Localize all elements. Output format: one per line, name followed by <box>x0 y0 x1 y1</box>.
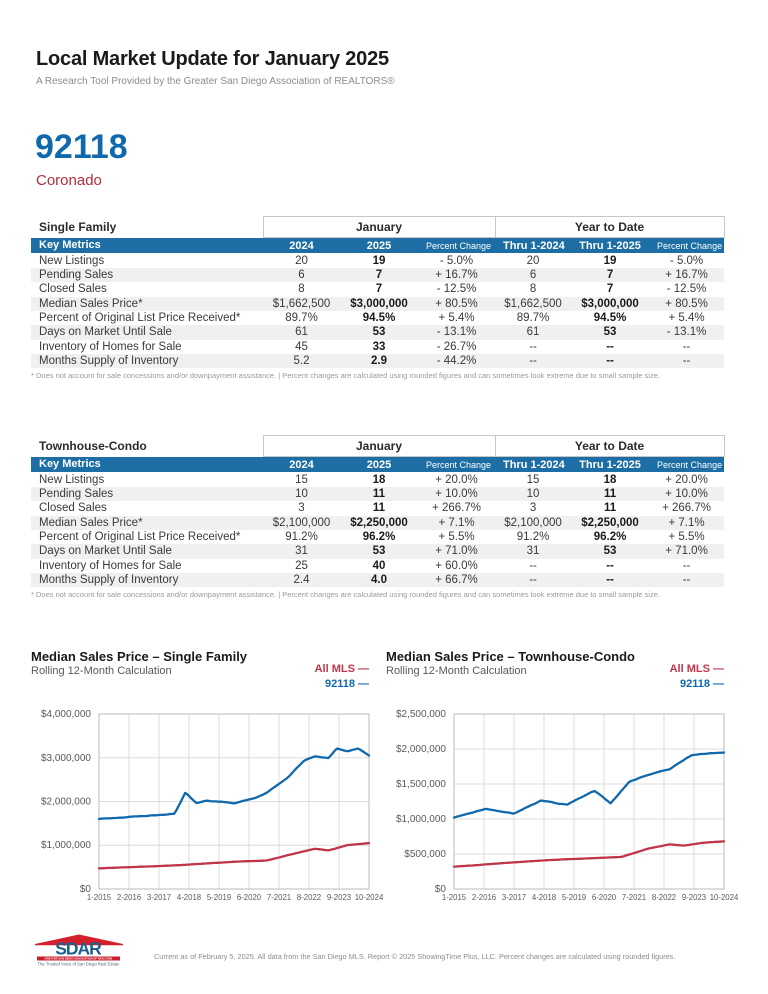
svg-text:2-2016: 2-2016 <box>472 893 496 902</box>
svg-text:5-2019: 5-2019 <box>207 893 231 902</box>
svg-text:1-2015: 1-2015 <box>442 893 467 902</box>
svg-text:6-2020: 6-2020 <box>592 893 617 902</box>
svg-text:$3,000,000: $3,000,000 <box>41 753 91 764</box>
svg-text:4-2018: 4-2018 <box>177 893 201 902</box>
svg-text:7-2021: 7-2021 <box>622 893 646 902</box>
svg-text:$500,000: $500,000 <box>404 849 446 860</box>
svg-text:GREATER SAN DIEGO ASSOCIATION: GREATER SAN DIEGO ASSOCIATION OF REALTOR… <box>45 957 113 961</box>
svg-text:$4,000,000: $4,000,000 <box>41 709 91 720</box>
svg-text:7-2021: 7-2021 <box>267 893 291 902</box>
svg-text:$1,500,000: $1,500,000 <box>396 779 446 790</box>
svg-text:8-2022: 8-2022 <box>297 893 321 902</box>
svg-text:10-2024: 10-2024 <box>710 893 739 902</box>
svg-text:10-2024: 10-2024 <box>355 893 384 902</box>
svg-text:5-2019: 5-2019 <box>562 893 586 902</box>
svg-text:1-2015: 1-2015 <box>87 893 112 902</box>
svg-text:9-2023: 9-2023 <box>682 893 706 902</box>
svg-text:SDAR: SDAR <box>55 939 102 959</box>
svg-text:$1,000,000: $1,000,000 <box>396 814 446 825</box>
svg-text:6-2020: 6-2020 <box>237 893 262 902</box>
svg-text:$2,000,000: $2,000,000 <box>396 744 446 755</box>
svg-text:$2,000,000: $2,000,000 <box>41 797 91 808</box>
svg-text:The Trusted Voice of San Diego: The Trusted Voice of San Diego Real Esta… <box>38 961 121 966</box>
svg-text:8-2022: 8-2022 <box>652 893 676 902</box>
svg-text:3-2017: 3-2017 <box>147 893 171 902</box>
svg-text:9-2023: 9-2023 <box>327 893 351 902</box>
svg-text:$2,500,000: $2,500,000 <box>396 709 446 720</box>
svg-text:2-2016: 2-2016 <box>117 893 141 902</box>
svg-text:3-2017: 3-2017 <box>502 893 526 902</box>
svg-text:4-2018: 4-2018 <box>532 893 556 902</box>
svg-text:$1,000,000: $1,000,000 <box>41 840 91 851</box>
